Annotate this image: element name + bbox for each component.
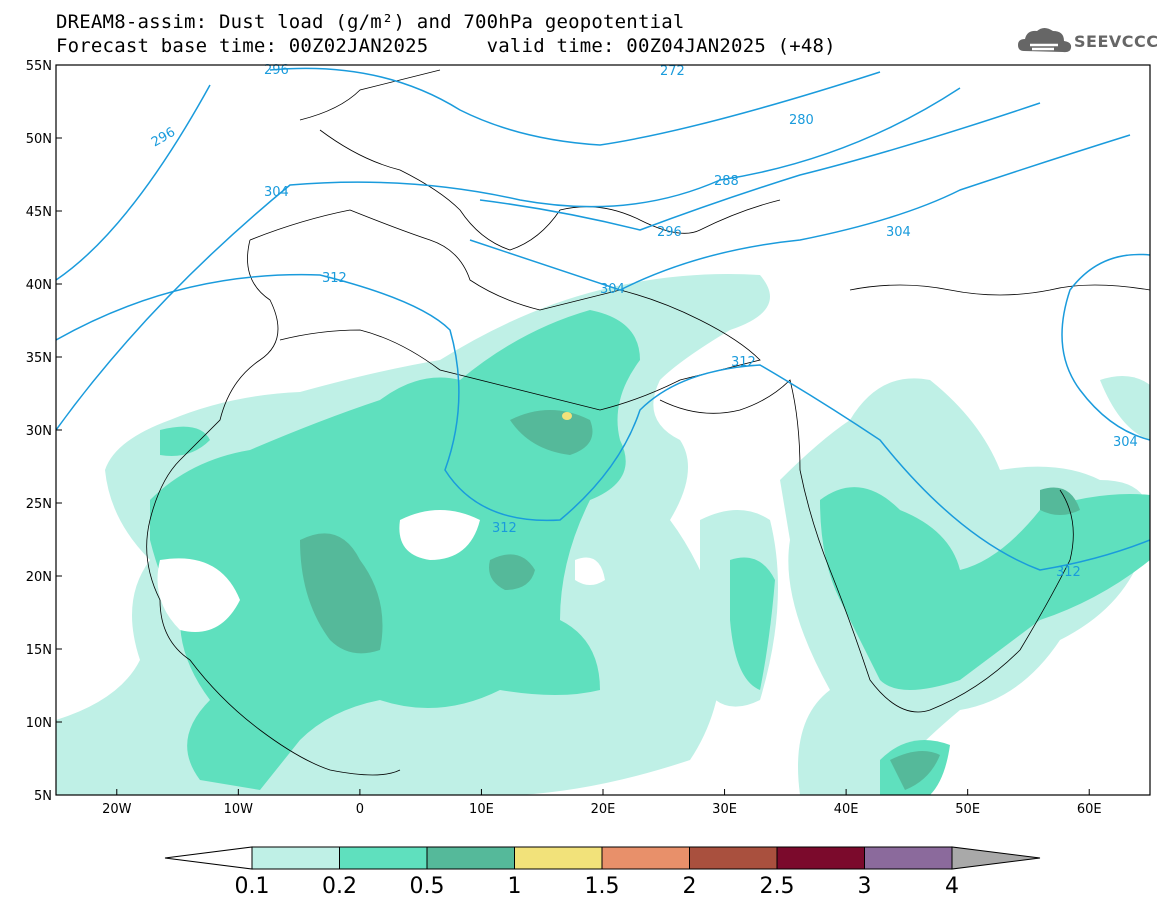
colorbar-over-arrow [951, 846, 1041, 870]
colorbar-tick-label: 2.5 [760, 874, 795, 899]
colorbar-tick-label: 0.1 [235, 874, 270, 899]
lon-tick-label: 10W [224, 802, 254, 817]
colorbar-box [339, 846, 428, 870]
lon-tick-label: 30E [712, 802, 737, 817]
contour-label: 304 [886, 225, 911, 240]
lat-tick-label: 50N [26, 132, 52, 147]
contour-label: 304 [1113, 435, 1138, 450]
colorbar-tick-label: 2 [683, 874, 697, 899]
contour-label: 304 [600, 282, 625, 297]
dust-clear-area [157, 510, 605, 632]
contour-label: 312 [322, 271, 347, 286]
cloud-logo-icon [1018, 28, 1072, 53]
lon-tick-label: 10E [469, 802, 494, 817]
contour-label: 272 [660, 64, 685, 79]
colorbar-tick-label: 0.5 [410, 874, 445, 899]
contour-label: 280 [789, 113, 814, 128]
dust-field [56, 274, 1150, 795]
contour-label: 312 [731, 355, 756, 370]
colorbar-tick-label: 1.5 [585, 874, 620, 899]
lat-tick-label: 5N [34, 789, 52, 804]
colorbar-boxes [164, 846, 1041, 870]
contour-label: 296 [264, 63, 289, 78]
lon-tick-label: 20E [591, 802, 616, 817]
colorbar-box [689, 846, 778, 870]
colorbar-box [864, 846, 953, 870]
contour-label: 304 [264, 185, 289, 200]
lat-tick-label: 10N [26, 716, 52, 731]
map-plot: 296 272 280 288 296 304 296 304 312 304 … [26, 59, 1151, 817]
lat-tick-label: 55N [26, 59, 52, 74]
lon-tick-label: 20W [102, 802, 132, 817]
contour-label: 296 [657, 225, 682, 240]
lat-tick-label: 20N [26, 570, 52, 585]
colorbar-tick-label: 1 [508, 874, 522, 899]
dust-level-peak [562, 412, 572, 420]
lat-tick-label: 25N [26, 497, 52, 512]
dust-level-heavy [300, 410, 1080, 790]
lon-tick-label: 0 [356, 802, 364, 817]
coastlines [146, 69, 1150, 776]
lon-tick-label: 50E [955, 802, 980, 817]
contour-label: 288 [714, 174, 739, 189]
lon-axis: 20W 10W 0 10E 20E 30E 40E 50E 60E [102, 789, 1102, 817]
lat-tick-label: 40N [26, 278, 52, 293]
lon-tick-label: 40E [834, 802, 859, 817]
colorbar-box [514, 846, 603, 870]
contour-label: 312 [492, 521, 517, 536]
logo-text: SEEVCCC [1074, 32, 1159, 51]
lat-tick-label: 45N [26, 205, 52, 220]
chart-subtitle: Forecast base time: 00Z02JAN2025 valid t… [56, 35, 836, 57]
lat-tick-label: 15N [26, 643, 52, 658]
lat-tick-label: 30N [26, 424, 52, 439]
contour-label: 312 [1056, 565, 1081, 580]
colorbar-box [426, 846, 515, 870]
lat-tick-label: 35N [26, 351, 52, 366]
colorbar-tick-label: 0.2 [322, 874, 357, 899]
geopotential-contours [56, 67, 1150, 571]
chart-title: DREAM8-assim: Dust load (g/m²) and 700hP… [56, 11, 685, 33]
lon-tick-label: 60E [1077, 802, 1102, 817]
dust-level-medium [150, 310, 1150, 795]
colorbar-box [776, 846, 865, 870]
colorbar-tick-label: 3 [858, 874, 872, 899]
colorbar-under-arrow [164, 846, 253, 870]
lat-axis: 55N 50N 45N 40N 35N 30N 25N 20N 15N 10N 5N [26, 59, 62, 804]
colorbar-box [601, 846, 690, 870]
colorbar-box [251, 846, 340, 870]
colorbar-labels: 0.1 0.2 0.5 1 1.5 2 2.5 3 4 [235, 874, 960, 899]
seevccc-logo: SEEVCCC [1018, 25, 1158, 59]
colorbar-tick-label: 4 [945, 874, 959, 899]
